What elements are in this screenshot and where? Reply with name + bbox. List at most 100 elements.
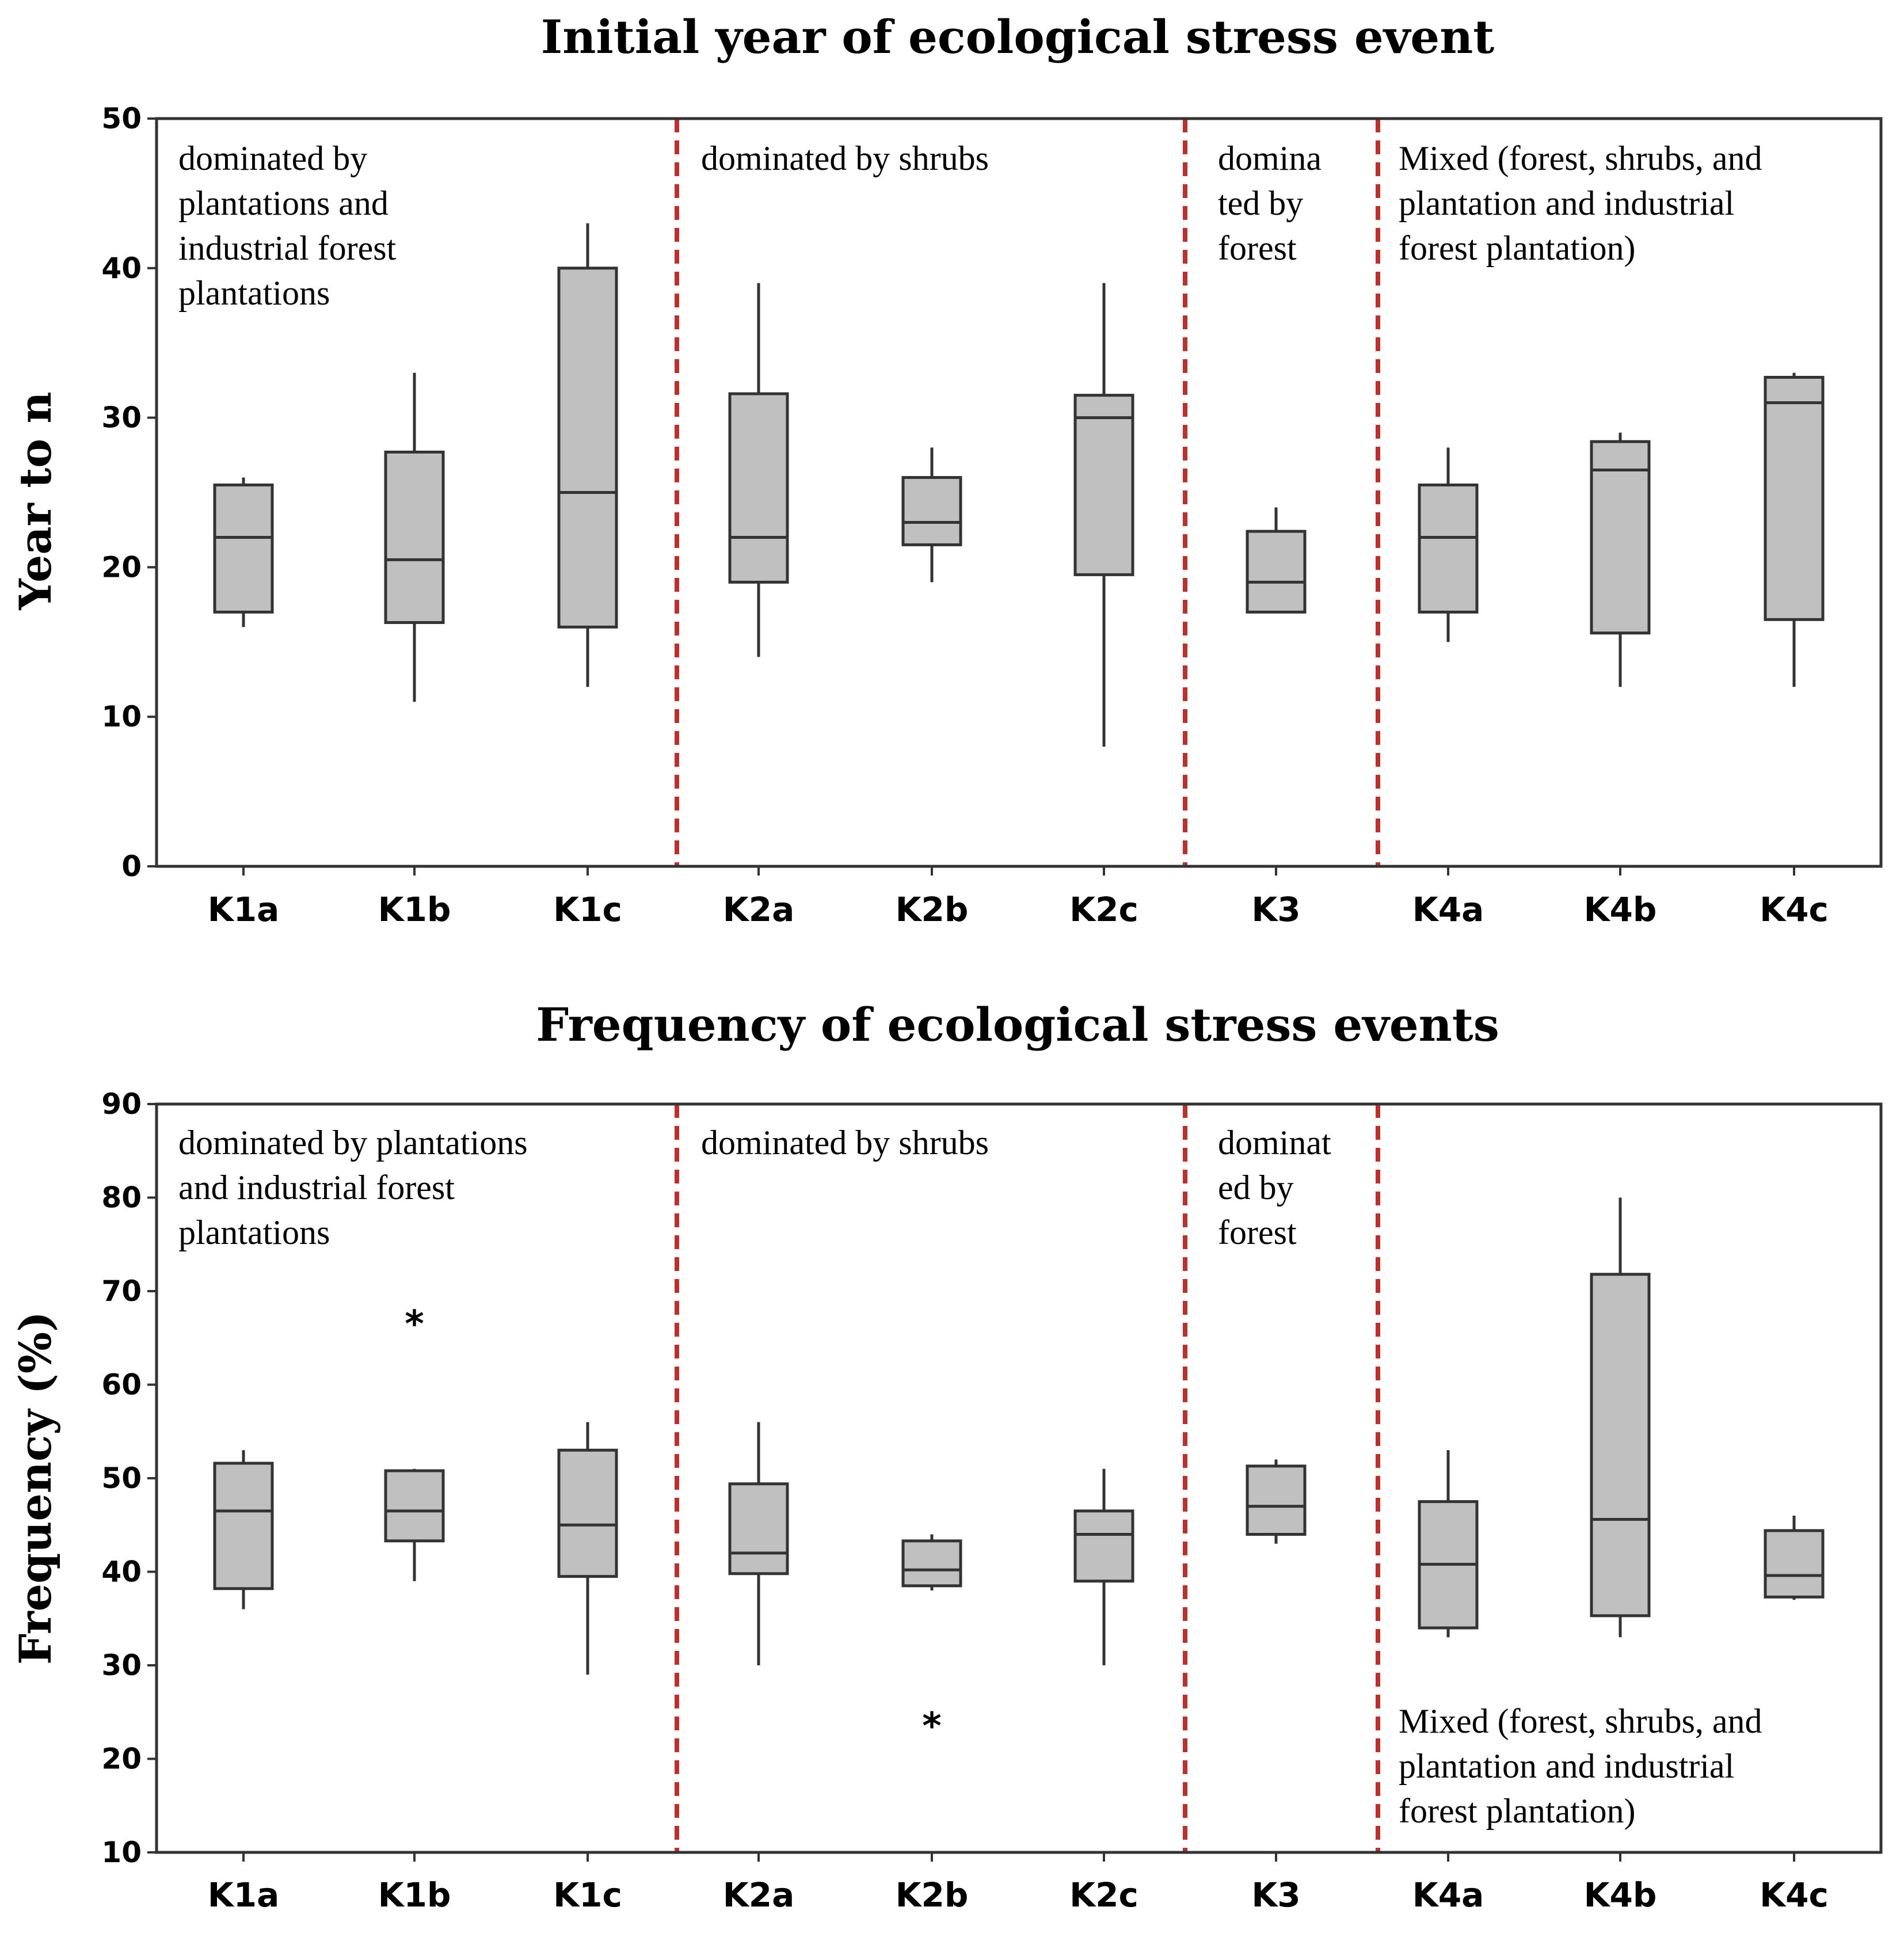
y-tick-label: 50 [101, 102, 142, 135]
box-K2a [728, 283, 789, 657]
box-K1a [213, 477, 274, 627]
outlier-marker: * [405, 1303, 424, 1346]
box-K2a [728, 1422, 789, 1665]
box-K1b [384, 372, 445, 702]
box-K1b [384, 1468, 445, 1581]
iqr-box [1246, 530, 1307, 614]
y-tick-label: 10 [101, 700, 142, 733]
category-label: K3 [1251, 890, 1300, 929]
box-K4a [1418, 1450, 1479, 1638]
iqr-box [213, 484, 274, 614]
category-label: K1b [378, 1875, 451, 1915]
box-K1c [557, 1422, 618, 1675]
region-annotation: plantations and [178, 184, 389, 222]
chart-title: Frequency of ecological stress events [536, 998, 1499, 1052]
category-label: K4a [1412, 890, 1484, 929]
category-label: K2c [1069, 1875, 1138, 1915]
category-label: K1a [208, 1875, 279, 1915]
box-K3 [1246, 507, 1307, 614]
category-label: K2b [896, 890, 969, 929]
category-label: K2c [1069, 890, 1138, 929]
iqr-box [901, 476, 962, 546]
y-tick-label: 10 [101, 1836, 142, 1869]
y-tick-label: 40 [101, 252, 142, 285]
iqr-box [1073, 1509, 1134, 1583]
y-tick-label: 40 [101, 1555, 142, 1589]
region-annotation: domina [1218, 139, 1322, 177]
region-annotation: dominated by [178, 139, 367, 177]
category-label: K1b [378, 890, 451, 929]
iqr-box [1764, 1529, 1825, 1599]
iqr-box [901, 1539, 962, 1588]
chart-panel-1: Initial year of ecological stress event Y… [10, 10, 1883, 929]
y-tick-label: 60 [101, 1368, 142, 1402]
y-tick-label: 0 [121, 850, 142, 883]
y-tick-label: 30 [101, 401, 142, 435]
box-K4c [1764, 1516, 1825, 1600]
category-label: K2a [723, 890, 794, 929]
box-K1a [213, 1450, 274, 1609]
iqr-box [1764, 375, 1825, 621]
region-annotation: forest plantation) [1399, 1792, 1636, 1830]
y-tick-label: 80 [101, 1181, 142, 1215]
iqr-box [1246, 1464, 1307, 1536]
region-annotation: plantations [178, 1213, 330, 1251]
category-label: K4c [1760, 890, 1829, 929]
category-label: K2a [723, 1875, 794, 1915]
region-annotation: dominated by plantations [178, 1124, 528, 1162]
region-annotation: ted by [1218, 184, 1303, 222]
box-K2c [1073, 283, 1134, 747]
category-label: K1c [553, 1875, 622, 1915]
y-tick-label: 20 [101, 1742, 142, 1776]
category-label: K2b [896, 1875, 969, 1915]
box-K4b [1590, 432, 1651, 687]
region-annotation: plantation and industrial [1399, 1747, 1734, 1785]
category-label: K4b [1584, 890, 1657, 929]
plot-frame [155, 117, 1883, 868]
y-axis-label: Frequency (%) [10, 1311, 61, 1665]
category-label: K1c [553, 890, 622, 929]
iqr-box [1418, 484, 1479, 614]
y-tick-label: 70 [101, 1274, 142, 1308]
region-annotation: forest plantation) [1399, 229, 1636, 267]
box-K3 [1246, 1459, 1307, 1544]
region-annotation: and industrial forest [178, 1169, 455, 1207]
outlier-marker: * [922, 1706, 941, 1748]
box-K4a [1418, 447, 1479, 642]
region-annotation: forest [1218, 229, 1297, 267]
box-K4b [1590, 1197, 1651, 1638]
region-annotation: dominated by shrubs [701, 1124, 989, 1162]
box-K1c [557, 223, 618, 687]
region-annotation: industrial forest [178, 229, 397, 267]
iqr-box [384, 1469, 445, 1543]
region-annotation: dominated by shrubs [701, 139, 989, 177]
iqr-box [1590, 1273, 1651, 1618]
iqr-box [213, 1462, 274, 1590]
category-label: K4c [1760, 1875, 1829, 1915]
category-label: K4a [1412, 1875, 1484, 1915]
box-K2b [901, 1534, 962, 1590]
y-axis-label: Year to n [10, 391, 61, 610]
iqr-box [557, 1448, 618, 1578]
region-annotation: plantations [178, 274, 330, 312]
box-K2b [901, 447, 962, 583]
iqr-box [728, 392, 789, 584]
box-K2c [1073, 1468, 1134, 1665]
y-tick-label: 90 [101, 1087, 142, 1121]
region-annotation: Mixed (forest, shrubs, and [1399, 1702, 1762, 1740]
y-tick-label: 20 [101, 550, 142, 584]
region-annotation: dominat [1218, 1124, 1331, 1162]
y-tick-label: 30 [101, 1649, 142, 1682]
category-label: K3 [1251, 1875, 1300, 1915]
chart-panel-2: Frequency of ecological stress events Fre… [10, 998, 1883, 1915]
region-annotation: ed by [1218, 1169, 1294, 1207]
iqr-box [1073, 394, 1134, 576]
plot-frame [155, 1102, 1883, 1854]
iqr-box [728, 1482, 789, 1576]
region-annotation: forest [1218, 1213, 1297, 1251]
chart-title: Initial year of ecological stress event [541, 10, 1494, 64]
iqr-box [557, 267, 618, 629]
y-tick-label: 50 [101, 1462, 142, 1495]
